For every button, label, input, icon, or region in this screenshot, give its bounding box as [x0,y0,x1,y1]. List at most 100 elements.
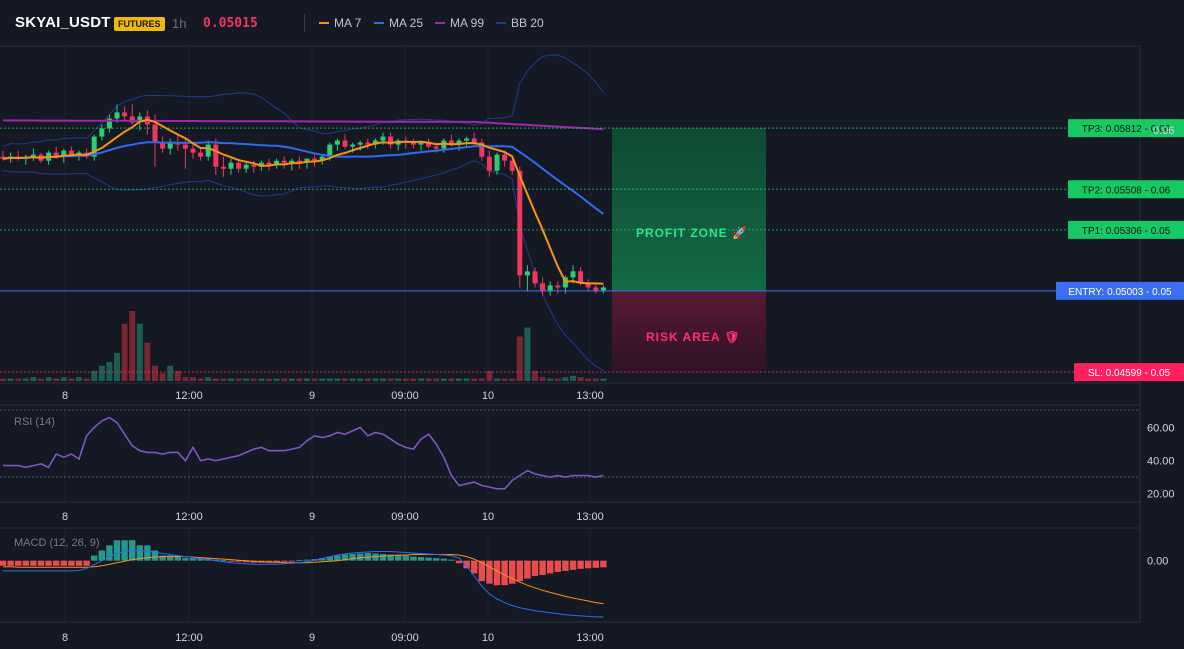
candle-body [426,142,432,147]
volume-bar [547,378,554,381]
time-tick-label: 12:00 [175,390,203,402]
ma99-line [2,119,604,131]
macd-tick-label: 0.00 [1147,556,1168,568]
volume-bar [402,378,409,381]
macd-histogram-bar [220,560,227,562]
time-tick-label: 10 [482,511,494,523]
volume-bar [60,377,67,381]
macd-histogram-bar [243,560,250,563]
volume-bar [106,361,113,381]
candle-body [167,142,173,149]
legend-ma25-swatch [374,21,384,24]
macd-histogram-bar [569,560,577,570]
legend-bb20[interactable]: BB 20 [496,16,544,30]
volume-bar [288,378,295,381]
rsi-label: RSI (14) [14,416,55,428]
volume-bar [486,370,493,381]
candle-body [205,144,211,157]
volume-bar [0,378,6,381]
symbol-name[interactable]: SKYAI_USDT [15,14,111,31]
volume-bar [319,378,326,381]
candle-body [289,160,295,163]
time-tick-label: 09:00 [391,511,419,523]
price-tick-label: 0.06 [1153,125,1174,137]
trade-zones [612,128,766,373]
macd-histogram-bar [554,560,561,572]
macd-histogram-bar [463,560,470,569]
candle-body [61,150,67,157]
volume-bar [562,377,569,381]
volume-bar [235,378,242,381]
candle-body [532,271,538,284]
candle-body [418,142,424,145]
volume-bar [524,327,531,381]
candle-body [380,136,386,141]
candle-body [547,285,553,292]
candle-body [502,154,508,161]
legend-ma99[interactable]: MA 99 [435,16,484,30]
macd-histogram-bar [379,554,387,561]
time-tick-label: 09:00 [391,632,419,644]
time-tick-label: 9 [309,390,315,402]
candle-body [228,162,234,169]
time-tick-label: 10 [482,390,494,402]
time-tick-label: 9 [309,511,315,523]
macd-histogram-bar [91,555,98,561]
candle-body [593,287,599,292]
macd-histogram-bar [585,560,592,569]
grid [0,45,1141,623]
volume-bar [326,378,333,381]
legend-ma99-swatch [435,21,445,24]
volume-bar [387,378,394,381]
candle-body [388,136,394,145]
volume-bar [410,378,417,381]
candle-body [357,142,363,145]
macd-histogram-bar [136,545,143,561]
volume-bar [243,378,250,381]
legend-ma7[interactable]: MA 7 [319,16,361,30]
legend-bb20-swatch [496,21,506,24]
candle-body [281,160,287,163]
legend-ma25[interactable]: MA 25 [374,16,423,30]
volume-bar [30,377,37,381]
candle-body [30,154,36,157]
legend-ma7-label: MA 7 [334,16,362,30]
macd-histogram-bar [341,554,349,561]
macd-histogram-bar [455,560,463,564]
tp1-tag [1068,220,1184,239]
volume-bar [205,377,212,381]
candle-body [122,112,128,117]
macd-histogram-bar [182,558,189,561]
candle-body [350,144,356,147]
candle-body [198,152,204,157]
volume-bar [7,378,14,381]
macd-histogram-bar [448,559,455,561]
candle-body [160,142,166,149]
volume-bar [98,365,105,381]
volume-bar [342,378,348,381]
volume-bar [190,377,196,381]
candle-body [190,148,196,153]
volume-bar [91,370,98,381]
macd-histogram-bar [265,560,273,563]
candle-body [304,158,310,163]
volume-bar [509,378,516,381]
volume-bar [38,378,44,381]
candle-body [365,142,371,145]
macd-histogram-bar [471,560,478,574]
tp2-tag [1068,180,1184,199]
candle-body [152,124,158,143]
candle-body [471,138,477,143]
volume-bar [159,373,166,381]
macd-histogram-bar [531,560,539,576]
timeframe-label[interactable]: 1h [172,16,187,31]
volume-bar [258,378,265,381]
candle-body [220,166,226,169]
time-tick-label: 09:00 [391,390,419,402]
macd-histogram-bar [235,560,242,562]
candle-body [243,164,249,169]
macd-histogram-bar [113,540,121,561]
volume-bar [577,377,584,381]
volume-bar [456,378,462,381]
